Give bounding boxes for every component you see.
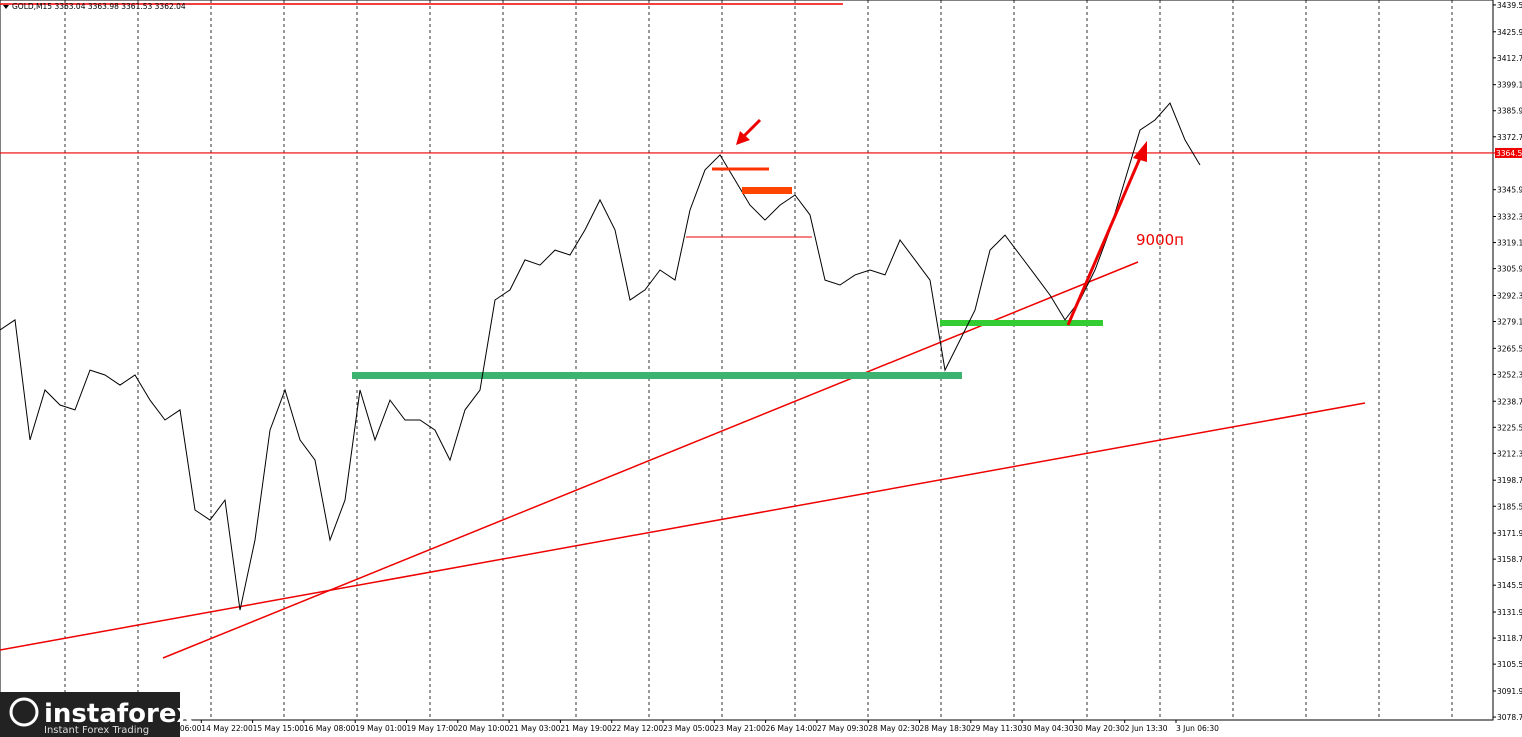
y-tick-label: 3305.9 xyxy=(1497,265,1522,274)
y-tick-label: 3279.1 xyxy=(1497,318,1522,327)
x-tick-label: 29 May 11:30 xyxy=(971,724,1023,733)
y-tick-label: 3265.5 xyxy=(1497,344,1522,353)
y-tick-label: 3412.7 xyxy=(1497,54,1522,63)
chart-title: GOLD,M15 3363.04 3363.98 3361.53 3362.04 xyxy=(12,2,186,11)
y-tick-label: 3425.9 xyxy=(1497,28,1522,37)
x-tick-label: 19 May 17:00 xyxy=(407,724,459,733)
y-tick-label: 3399.1 xyxy=(1497,81,1522,90)
y-tick-label: 3171.9 xyxy=(1497,529,1522,538)
x-tick-label: 23 May 21:00 xyxy=(714,724,766,733)
x-tick-label: 14 May 22:00 xyxy=(201,724,253,733)
y-tick-label: 3372.7 xyxy=(1497,133,1522,142)
y-tick-label: 3252.3 xyxy=(1497,370,1522,379)
arrow xyxy=(742,118,762,138)
x-tick-label: 28 May 18:30 xyxy=(920,724,972,733)
y-tick-label: 3212.3 xyxy=(1497,449,1522,458)
x-tick-label: 22 May 12:00 xyxy=(612,724,664,733)
arrow-head xyxy=(736,131,750,145)
arrow xyxy=(1066,157,1142,326)
y-tick-label: 3292.3 xyxy=(1497,291,1522,300)
x-tick-label: 15 May 15:00 xyxy=(253,724,305,733)
x-tick-label: 30 May 20:30 xyxy=(1073,724,1125,733)
price-label-bg xyxy=(1495,147,1522,158)
x-tick-label: 21 May 19:00 xyxy=(560,724,612,733)
annotation: 9000п xyxy=(1136,231,1184,249)
x-tick-label: 20 May 10:00 xyxy=(458,724,510,733)
price-line xyxy=(0,102,1201,611)
support-zone xyxy=(352,372,962,379)
y-tick-label: 3319.1 xyxy=(1497,239,1522,248)
support-zone xyxy=(940,320,1103,326)
y-tick-label: 3091.9 xyxy=(1497,687,1522,696)
y-tick-label: 3385.9 xyxy=(1497,107,1522,116)
y-tick-label: 3345.9 xyxy=(1497,186,1522,195)
y-tick-label: 3225.5 xyxy=(1497,423,1522,432)
resistance-zone xyxy=(742,187,792,194)
x-tick-label: 16 May 08:00 xyxy=(304,724,356,733)
price-label: 3364.5 xyxy=(1496,149,1522,158)
y-tick-label: 3198.7 xyxy=(1497,476,1522,485)
x-tick-label: 28 May 02:30 xyxy=(868,724,920,733)
watermark-brand: instaforex xyxy=(44,699,194,729)
x-tick-label: 21 May 03:00 xyxy=(509,724,561,733)
trend-line xyxy=(162,261,1139,659)
y-tick-label: 3158.7 xyxy=(1497,555,1522,564)
y-tick-label: 3118.7 xyxy=(1497,634,1522,643)
x-tick-label: 23 May 05:00 xyxy=(663,724,715,733)
x-tick-label: 3 Jun 06:30 xyxy=(1176,724,1219,733)
x-tick-label: 26 May 14:00 xyxy=(766,724,818,733)
grid xyxy=(64,0,1453,720)
x-tick-label: 30 May 04:30 xyxy=(1022,724,1074,733)
y-tick-label: 3145.5 xyxy=(1497,581,1522,590)
trend-line xyxy=(0,402,1366,651)
y-tick-label: 3105.5 xyxy=(1497,660,1522,669)
logo xyxy=(9,697,39,727)
menu-icon xyxy=(3,5,9,9)
y-tick-label: 3185.5 xyxy=(1497,502,1522,511)
y-tick-label: 3439.5 xyxy=(1497,1,1522,10)
series xyxy=(0,102,1522,611)
arrow-head xyxy=(1133,141,1147,162)
x-tick-label: 19 May 01:00 xyxy=(355,724,407,733)
x-tick-label: 2 Jun 13:30 xyxy=(1125,724,1168,733)
y-tick-label: 3131.9 xyxy=(1497,608,1522,617)
watermark-slogan: Instant Forex Trading xyxy=(44,725,149,736)
y-tick-label: 3238.7 xyxy=(1497,397,1522,406)
y-tick-label: 3078.7 xyxy=(1497,713,1522,722)
plot-area xyxy=(0,0,1494,721)
y-tick-label: 3332.3 xyxy=(1497,213,1522,222)
x-tick-label: 27 May 09:30 xyxy=(817,724,869,733)
